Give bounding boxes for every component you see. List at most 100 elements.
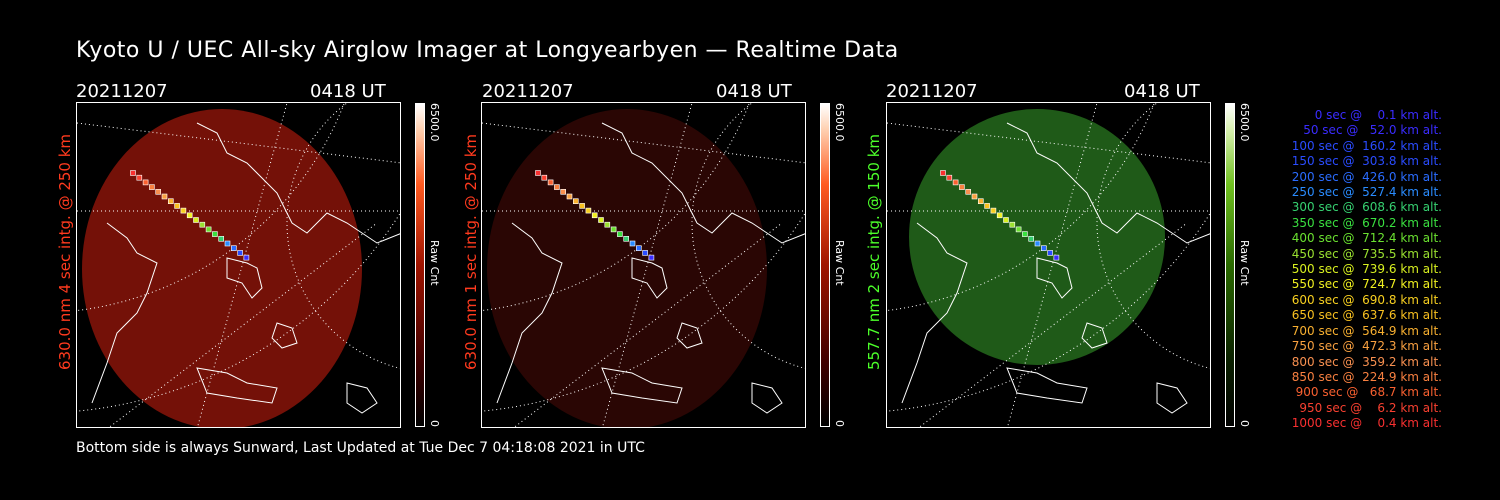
track-marker: [1009, 221, 1016, 228]
track-marker: [585, 207, 592, 214]
legend-row: 700 sec @ 564.9 km alt.: [1291, 323, 1442, 338]
legend-row: 300 sec @ 608.6 km alt.: [1291, 200, 1442, 215]
legend-row: 900 sec @ 68.7 km alt.: [1295, 385, 1442, 400]
panel-1-colorbar-label: Raw Cnt: [428, 240, 441, 286]
track-marker: [155, 189, 161, 195]
legend-row: 550 sec @ 724.7 km alt.: [1291, 277, 1442, 292]
coastline: [1036, 257, 1073, 299]
coastline: [751, 382, 783, 414]
meridian-line: [1007, 103, 1098, 427]
track-marker: [996, 212, 1003, 219]
track-marker: [610, 226, 617, 233]
track-marker: [623, 236, 629, 242]
coastline: [196, 122, 400, 244]
track-marker: [547, 179, 554, 186]
coastline: [601, 367, 683, 404]
page-title: Kyoto U / UEC All-sky Airglow Imager at …: [76, 38, 899, 63]
coastline: [346, 382, 378, 414]
track-marker: [535, 170, 541, 176]
track-marker: [212, 231, 218, 237]
track-marker: [978, 198, 984, 204]
panel-3-colorbar-max: 6500.0: [1238, 103, 1251, 142]
panel-3-time: 0418 UT: [1124, 81, 1200, 102]
panel-2-image: [481, 102, 806, 428]
panel-2-colorbar-max: 6500.0: [833, 103, 846, 142]
track-marker: [591, 212, 598, 219]
track-marker: [1053, 254, 1060, 261]
track-marker: [560, 189, 566, 195]
track-marker: [1003, 217, 1009, 223]
track-marker: [136, 174, 143, 181]
panel-3-allsky-svg: [887, 103, 1210, 427]
track-marker: [180, 207, 187, 214]
track-marker: [636, 245, 642, 251]
track-marker: [1022, 231, 1028, 237]
panel-2-time: 0418 UT: [716, 81, 792, 102]
coastline: [226, 257, 263, 299]
panel-2-allsky-svg: [482, 103, 805, 427]
coastline: [676, 322, 703, 349]
meridian-line: [602, 103, 693, 427]
panel-3-date: 20211207: [886, 81, 978, 102]
track-marker: [168, 198, 174, 204]
track-marker: [231, 245, 237, 251]
track-marker: [205, 226, 212, 233]
coastline: [196, 367, 278, 404]
track-marker: [130, 170, 136, 176]
meridian-line: [77, 122, 400, 164]
legend-row: 600 sec @ 690.8 km alt.: [1291, 292, 1442, 307]
meridian-line: [197, 103, 288, 427]
legend-row: 800 sec @ 359.2 km alt.: [1291, 354, 1442, 369]
panel-1-colorbar: [415, 103, 425, 427]
panel-2-date: 20211207: [482, 81, 574, 102]
meridian-line: [513, 222, 783, 427]
track-marker: [243, 254, 250, 261]
panel-3-colorbar-min: 0: [1238, 420, 1251, 427]
track-marker: [617, 231, 623, 237]
panel-1-date: 20211207: [76, 81, 168, 102]
track-marker: [541, 174, 548, 181]
legend-row: 1000 sec @ 0.4 km alt.: [1291, 416, 1442, 431]
track-marker: [1028, 236, 1034, 242]
panel-2-colorbar: [820, 103, 830, 427]
coastline: [901, 222, 968, 404]
panel-3-colorbar: [1225, 103, 1235, 427]
panel-3-colorbar-label: Raw Cnt: [1238, 240, 1251, 286]
legend-row: 450 sec @ 735.5 km alt.: [1291, 246, 1442, 261]
legend-row: 500 sec @ 739.6 km alt.: [1291, 262, 1442, 277]
track-marker: [984, 203, 990, 209]
track-marker: [218, 236, 224, 242]
track-marker: [149, 184, 155, 190]
track-marker: [224, 240, 231, 247]
track-marker: [566, 193, 573, 200]
panel-1-allsky-svg: [77, 103, 400, 427]
track-marker: [940, 170, 946, 176]
legend-row: 200 sec @ 426.0 km alt.: [1291, 169, 1442, 184]
sky-disk: [909, 109, 1165, 365]
legend-row: 400 sec @ 712.4 km alt.: [1291, 231, 1442, 246]
panel-1-time: 0418 UT: [310, 81, 386, 102]
coastline: [1156, 382, 1188, 414]
panel-1-colorbar-max: 6500.0: [428, 103, 441, 142]
track-marker: [965, 189, 971, 195]
sky-disk: [82, 109, 362, 427]
meridian-line: [108, 222, 378, 427]
footer-status: Bottom side is always Sunward, Last Upda…: [76, 440, 645, 456]
meridian-line: [887, 122, 1210, 164]
coastline: [271, 322, 298, 349]
legend-row: 750 sec @ 472.3 km alt.: [1291, 339, 1442, 354]
legend-row: 50 sec @ 52.0 km alt.: [1303, 123, 1442, 138]
sky-disk: [487, 109, 767, 427]
track-marker: [642, 250, 648, 256]
track-marker: [959, 184, 965, 190]
track-marker: [971, 193, 978, 200]
coastline: [91, 222, 158, 404]
coastline: [601, 122, 805, 244]
panel-3-ylabel: 557.7 nm 2 sec intg. @ 150 km: [865, 133, 883, 370]
panel-3-image: [886, 102, 1211, 428]
coastline: [496, 222, 563, 404]
legend-row: 0 sec @ 0.1 km alt.: [1314, 108, 1442, 122]
legend-row: 100 sec @ 160.2 km alt.: [1291, 138, 1442, 153]
track-marker: [1034, 240, 1041, 247]
track-marker: [199, 221, 206, 228]
